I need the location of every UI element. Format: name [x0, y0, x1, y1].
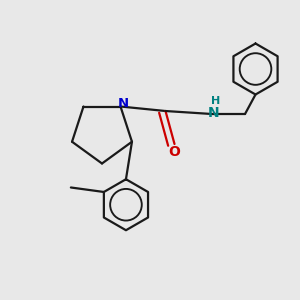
Text: N: N [208, 106, 219, 119]
Text: O: O [169, 145, 181, 158]
Text: H: H [211, 96, 220, 106]
Text: N: N [117, 97, 128, 110]
